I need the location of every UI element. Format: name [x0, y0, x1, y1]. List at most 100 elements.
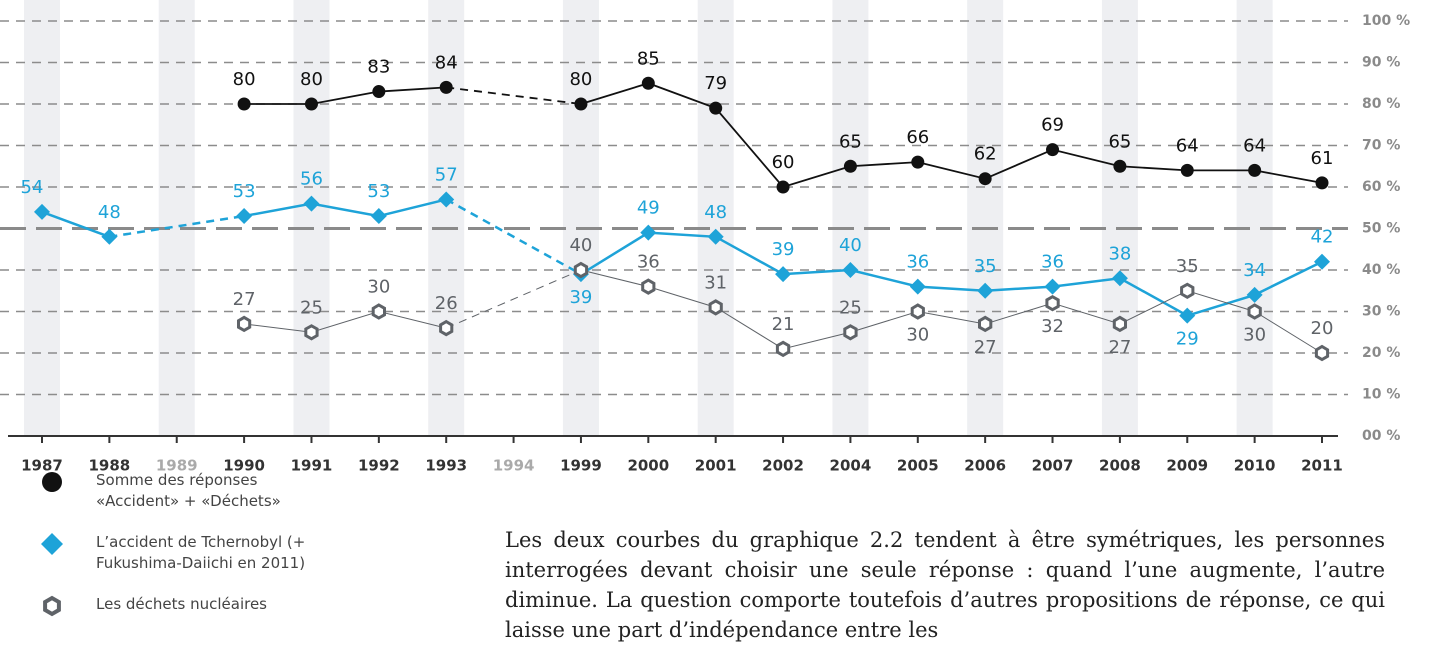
point [237, 97, 251, 111]
point [1112, 315, 1127, 333]
data-label: 20 [1311, 318, 1334, 339]
point [439, 80, 453, 94]
point [1246, 286, 1263, 303]
point [1044, 278, 1061, 295]
data-label: 54 [21, 177, 44, 198]
data-label: 36 [1041, 252, 1064, 273]
y-tick-label: 100 % [1362, 13, 1410, 29]
x-tick-label: 1999 [560, 457, 602, 475]
column-band [832, 0, 869, 436]
point [977, 282, 994, 299]
data-label: 79 [704, 73, 727, 94]
data-label: 39 [772, 239, 795, 260]
point [1314, 344, 1330, 362]
point [304, 324, 319, 341]
point [303, 195, 320, 212]
point [775, 340, 791, 358]
series-line [243, 198, 447, 218]
point [1045, 294, 1060, 312]
y-tick-label: 00 % [1362, 428, 1400, 444]
data-label: 53 [367, 181, 390, 202]
y-tick-label: 10 % [1362, 387, 1400, 403]
x-tick-label: 2004 [830, 457, 872, 475]
data-label: 53 [233, 181, 256, 202]
point [1113, 159, 1127, 173]
point [439, 319, 454, 337]
data-label: 80 [300, 69, 323, 90]
x-tick-label: 2005 [897, 457, 939, 475]
point [1180, 282, 1195, 300]
column-band [697, 0, 734, 436]
data-label: 61 [1311, 148, 1334, 169]
data-label: 40 [839, 235, 862, 256]
column-band [428, 0, 465, 436]
point [304, 97, 318, 111]
column-band [293, 0, 330, 436]
point [843, 324, 858, 341]
point [707, 228, 724, 245]
data-label: 29 [1176, 329, 1199, 350]
data-label: 65 [1108, 131, 1131, 152]
data-label: 21 [772, 314, 795, 335]
x-tick-label: 2001 [695, 457, 737, 475]
point [370, 208, 387, 225]
data-label: 39 [569, 287, 592, 308]
data-label: 80 [233, 69, 256, 90]
legend-swatch [43, 595, 61, 617]
legend-label: L’accident de Tchernobyl (+ Fukushima-Da… [96, 533, 306, 572]
data-label: 83 [367, 57, 390, 78]
data-label: 34 [1243, 260, 1266, 281]
legend-marker [42, 472, 62, 492]
point [371, 303, 386, 320]
data-label: 36 [637, 252, 660, 273]
data-label: 30 [906, 325, 929, 346]
x-tick-label: 1987 [21, 457, 63, 475]
point [641, 76, 655, 90]
y-tick-label: 80 % [1362, 96, 1400, 112]
point [237, 315, 252, 333]
column-band [158, 0, 195, 436]
data-label: 62 [974, 144, 997, 165]
data-label: 27 [233, 289, 256, 310]
data-label: 60 [772, 152, 795, 173]
point [1248, 163, 1262, 177]
x-tick-label: 2000 [627, 457, 669, 475]
point [708, 299, 723, 316]
x-tick-label: 1989 [156, 457, 198, 475]
legend-marker [43, 595, 61, 617]
gap-connector [446, 86, 582, 105]
data-label: 69 [1041, 115, 1064, 136]
legend-item: L’accident de Tchernobyl (+ Fukushima-Da… [40, 532, 305, 572]
point [978, 172, 992, 186]
data-label: 80 [569, 69, 592, 90]
series-line [41, 210, 110, 238]
data-label: 35 [1176, 256, 1199, 277]
point [34, 203, 50, 220]
x-tick-label: 2006 [964, 457, 1006, 475]
data-label: 32 [1041, 316, 1064, 337]
data-label: 64 [1176, 135, 1199, 156]
legend-swatch [41, 533, 63, 555]
point [909, 278, 926, 295]
point [573, 261, 589, 279]
data-label: 40 [569, 235, 592, 256]
data-label: 56 [300, 169, 323, 190]
y-tick-label: 60 % [1362, 179, 1400, 195]
data-label: 66 [906, 127, 929, 148]
y-tick-label: 50 % [1362, 221, 1400, 237]
point [1315, 176, 1329, 190]
data-label: 25 [839, 297, 862, 318]
x-tick-label: 2009 [1166, 457, 1208, 475]
x-tick-label: 2010 [1234, 457, 1276, 475]
data-label: 65 [839, 131, 862, 152]
data-label: 84 [435, 52, 458, 73]
y-tick-label: 20 % [1362, 345, 1400, 361]
data-label: 27 [974, 337, 997, 358]
data-label: 31 [704, 272, 727, 293]
point [1179, 307, 1196, 324]
data-label: 26 [435, 293, 458, 314]
legend-item: Somme des réponses «Accident» + «Déchets… [40, 470, 281, 510]
point [438, 191, 455, 208]
point [640, 224, 657, 241]
